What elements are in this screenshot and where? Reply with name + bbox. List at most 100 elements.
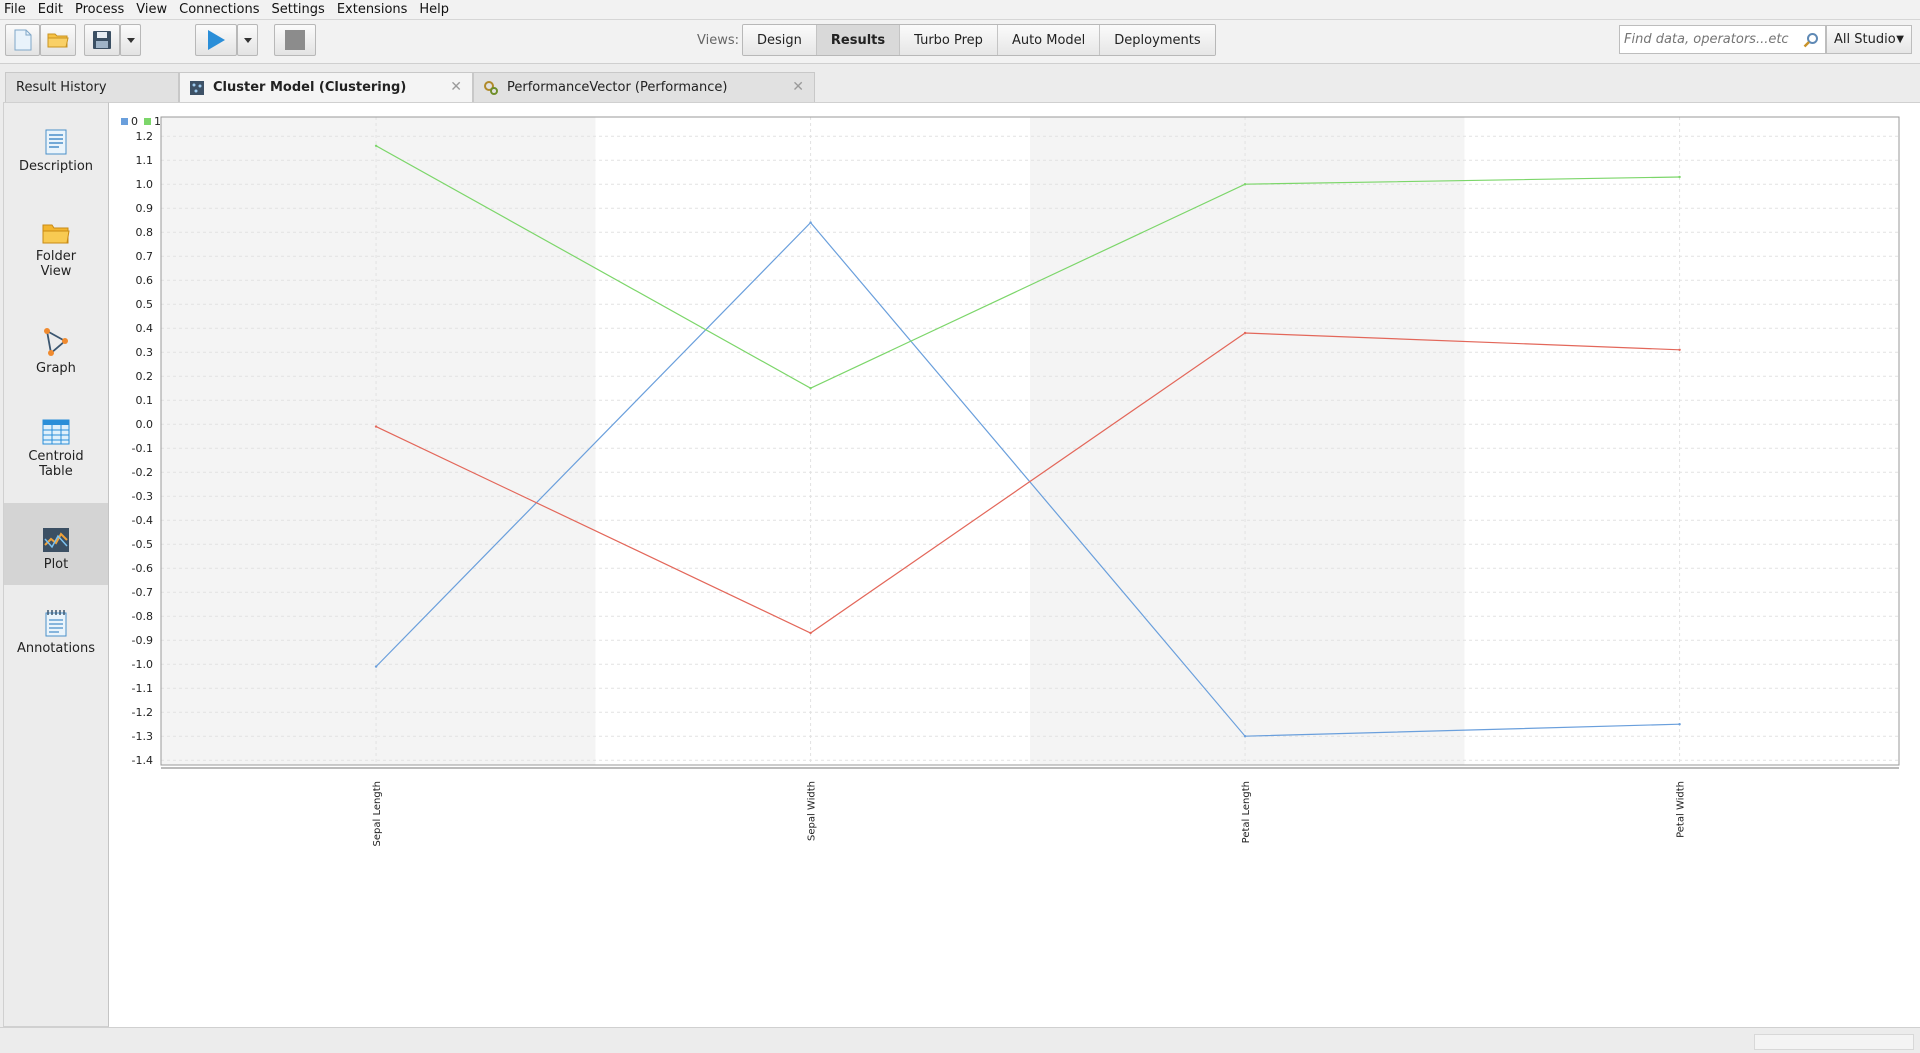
sidebar-item-plot[interactable]: Plot (4, 503, 108, 585)
result-tabs: Result History Cluster Model (Clustering… (0, 64, 1920, 102)
sidebar-item-annotations[interactable]: Annotations (4, 609, 108, 681)
save-process-button[interactable] (84, 24, 120, 56)
performance-icon (484, 80, 498, 95)
table-icon (42, 419, 70, 445)
y-tick-label: 0.4 (136, 322, 154, 335)
y-tick-label: 1.2 (136, 130, 154, 143)
menu-connections[interactable]: Connections (179, 2, 260, 17)
tab-result-history[interactable]: Result History (5, 72, 179, 102)
y-tick-label: -1.3 (132, 730, 153, 743)
plot-frame (160, 116, 1900, 766)
plot-panel: 0 1 2 1.21.11.00.90.80.70.60.50.40.30.20… (109, 102, 1920, 1027)
y-tick-label: 0.1 (136, 394, 154, 407)
series-line-0 (375, 221, 1680, 737)
menu-extensions[interactable]: Extensions (336, 2, 408, 17)
search-box (1619, 25, 1826, 54)
view-switcher: Design Results Turbo Prep Auto Model Dep… (742, 24, 1216, 56)
x-tick-label: Petal Length (1241, 781, 1252, 843)
x-tick-label: Petal Width (1676, 781, 1687, 838)
data-point-2 (374, 425, 378, 428)
y-tick-label: -0.4 (132, 514, 153, 527)
view-design[interactable]: Design (743, 25, 817, 55)
x-tick-label: Sepal Length (372, 781, 383, 846)
data-point-0 (809, 221, 812, 224)
status-field (1754, 1034, 1914, 1050)
y-tick-label: -0.6 (132, 562, 153, 575)
category-band (161, 117, 596, 765)
new-process-button[interactable] (5, 24, 40, 56)
tab-label: Result History (16, 80, 107, 95)
stop-process-button[interactable] (274, 24, 316, 56)
y-tick-label: -0.1 (132, 442, 153, 455)
close-icon[interactable]: ✕ (450, 79, 462, 95)
y-tick-label: -1.2 (132, 706, 153, 719)
play-icon (208, 30, 225, 50)
graph-icon (44, 328, 68, 356)
data-point-1 (1243, 183, 1247, 186)
legend-item-0: 0 (121, 115, 138, 128)
close-icon[interactable]: ✕ (792, 79, 804, 95)
result-view-sidebar: Description Folder View Graph Centroid T… (3, 102, 109, 1027)
view-results[interactable]: Results (816, 25, 901, 55)
y-tick-label: 0.2 (136, 370, 154, 383)
menu-file[interactable]: File (4, 2, 26, 17)
views-label: Views: (697, 33, 740, 48)
sidebar-item-label: Folder View (35, 249, 77, 279)
y-tick-label: 0.3 (136, 346, 154, 359)
y-tick-label: 0.5 (136, 298, 154, 311)
run-options-dropdown[interactable] (237, 24, 258, 56)
menu-process[interactable]: Process (74, 2, 125, 17)
studio-select[interactable]: All Studio ▼ (1826, 25, 1912, 54)
chevron-down-icon: ▼ (1896, 34, 1904, 45)
y-tick-label: -1.4 (132, 754, 153, 767)
sidebar-item-folder-view[interactable]: Folder View (4, 221, 108, 301)
legend-label-1: 1 (154, 115, 161, 128)
series-line-2 (375, 332, 1680, 634)
cluster-model-icon (190, 80, 204, 95)
save-options-dropdown[interactable] (120, 24, 141, 56)
menu-help[interactable]: Help (419, 2, 450, 17)
y-tick-label: 0.6 (136, 274, 154, 287)
view-deployments[interactable]: Deployments (1100, 25, 1215, 55)
view-auto-model[interactable]: Auto Model (997, 25, 1101, 55)
y-tick-label: -0.3 (132, 490, 153, 503)
data-point-0 (374, 665, 378, 668)
status-bar (0, 1027, 1920, 1053)
data-point-1 (374, 144, 378, 147)
y-tick-label: 1.0 (136, 178, 154, 191)
menu-edit[interactable]: Edit (37, 2, 63, 17)
open-process-button[interactable] (40, 24, 76, 56)
studio-select-value: All Studio (1834, 32, 1896, 47)
y-tick-label: 0.8 (136, 226, 154, 239)
data-point-0 (1678, 723, 1681, 726)
legend-swatch-0 (121, 118, 128, 125)
search-input[interactable] (1624, 32, 1800, 47)
view-turbo-prep[interactable]: Turbo Prep (900, 25, 998, 55)
search-icon[interactable] (1803, 32, 1819, 48)
menu-settings[interactable]: Settings (271, 2, 325, 17)
data-point-2 (1243, 331, 1247, 335)
data-point-1 (809, 387, 812, 390)
sidebar-item-label: Graph (36, 361, 76, 376)
open-folder-icon (47, 33, 69, 48)
toolbar: Views: Design Results Turbo Prep Auto Mo… (0, 20, 1920, 64)
data-point-2 (809, 631, 812, 635)
sidebar-item-centroid-table[interactable]: Centroid Table (4, 419, 108, 499)
sidebar-item-graph[interactable]: Graph (4, 327, 108, 399)
tab-performance-vector[interactable]: PerformanceVector (Performance) ✕ (473, 72, 815, 102)
y-tick-label: -1.0 (132, 658, 153, 671)
data-point-1 (1678, 175, 1681, 179)
plot-icon (43, 528, 69, 552)
sidebar-item-description[interactable]: Description (4, 129, 108, 201)
description-icon (45, 129, 67, 155)
y-tick-label: 0.7 (136, 250, 154, 263)
save-disk-icon (93, 31, 111, 49)
tab-cluster-model[interactable]: Cluster Model (Clustering) ✕ (179, 72, 473, 102)
legend-item-1: 1 (144, 115, 161, 128)
y-tick-label: -0.2 (132, 466, 153, 479)
run-process-button[interactable] (195, 24, 237, 56)
tab-label: PerformanceVector (Performance) (507, 80, 728, 95)
y-tick-label: 0.9 (136, 202, 154, 215)
sidebar-item-label: Description (18, 159, 94, 174)
menu-view[interactable]: View (136, 2, 168, 17)
